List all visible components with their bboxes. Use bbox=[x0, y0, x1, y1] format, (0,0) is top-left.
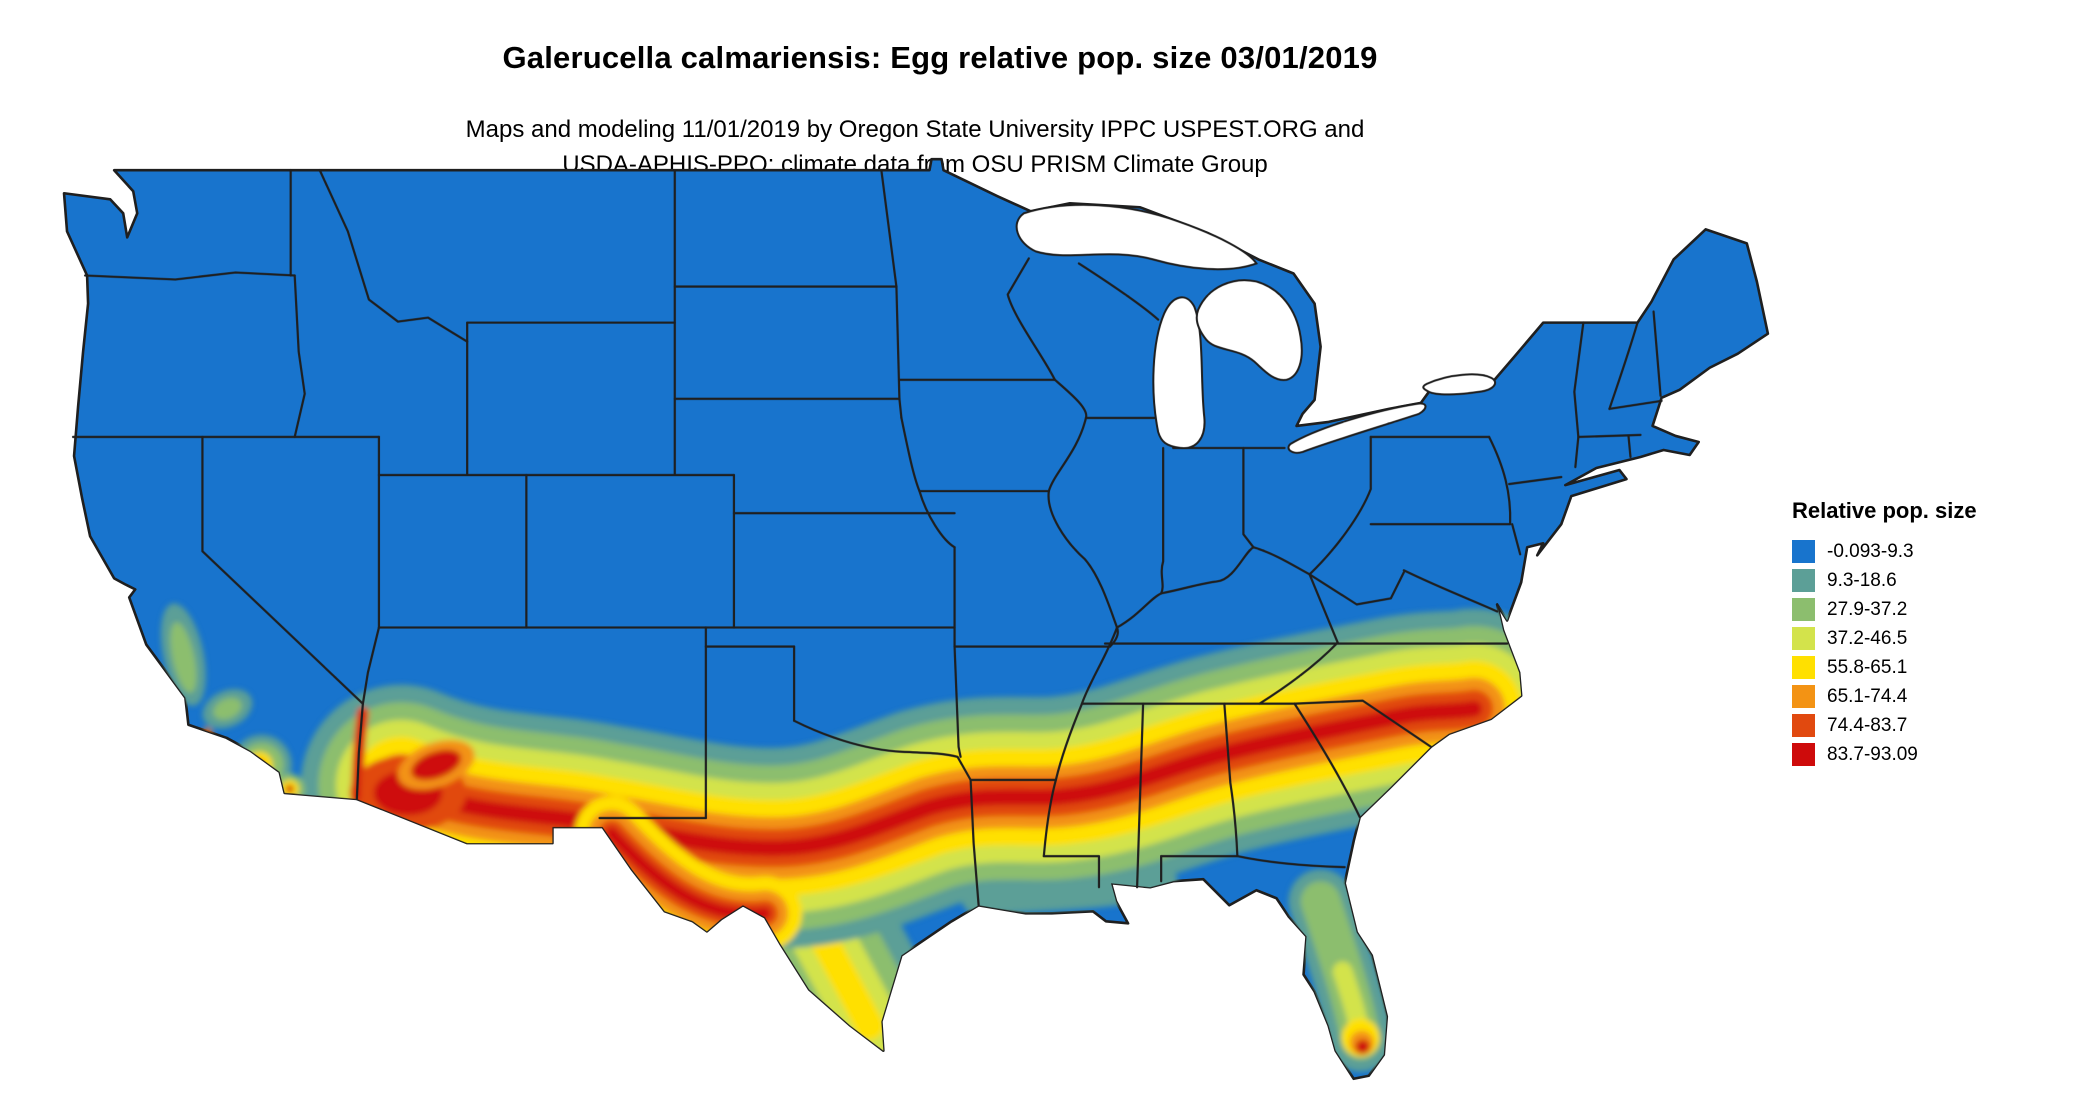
legend-item: 74.4-83.7 bbox=[1792, 714, 2092, 737]
subtitle-line-1: Maps and modeling 11/01/2019 by Oregon S… bbox=[465, 116, 1365, 143]
legend-item: 55.8-65.1 bbox=[1792, 656, 2092, 679]
legend-swatch bbox=[1792, 656, 1815, 679]
legend-item: 65.1-74.4 bbox=[1792, 685, 2092, 708]
legend-item-label: 9.3-18.6 bbox=[1827, 569, 1897, 591]
legend-item-label: 83.7-93.09 bbox=[1827, 743, 1918, 765]
legend-items: -0.093-9.3 9.3-18.6 27.9-37.2 37.2-46.5 55.8… bbox=[1792, 540, 2092, 766]
legend-swatch bbox=[1792, 685, 1815, 708]
legend-swatch bbox=[1792, 569, 1815, 592]
legend-item: -0.093-9.3 bbox=[1792, 540, 2092, 563]
legend-swatch bbox=[1792, 743, 1815, 766]
us-outline bbox=[62, 157, 1770, 1081]
legend-item-label: -0.093-9.3 bbox=[1827, 540, 1914, 562]
lake-michigan bbox=[1152, 296, 1206, 450]
legend: Relative pop. size -0.093-9.3 9.3-18.6 27.… bbox=[1792, 498, 2092, 772]
legend-title: Relative pop. size bbox=[1792, 498, 1977, 523]
lake-superior bbox=[1015, 203, 1258, 271]
legend-swatch bbox=[1792, 598, 1815, 621]
us-map bbox=[62, 157, 1770, 1081]
legend-swatch bbox=[1792, 540, 1815, 563]
legend-item: 83.7-93.09 bbox=[1792, 743, 2092, 766]
lake-ontario bbox=[1422, 373, 1497, 396]
legend-item: 27.9-37.2 bbox=[1792, 598, 2092, 621]
lake-huron bbox=[1195, 279, 1303, 381]
legend-swatch bbox=[1792, 714, 1815, 737]
legend-item: 9.3-18.6 bbox=[1792, 569, 2092, 592]
page-title: Galerucella calmariensis: Egg relative p… bbox=[502, 40, 1378, 75]
lake-erie bbox=[1287, 402, 1427, 454]
great-lakes bbox=[1015, 203, 1497, 454]
legend-item-label: 27.9-37.2 bbox=[1827, 598, 1908, 620]
legend-item-label: 37.2-46.5 bbox=[1827, 627, 1908, 649]
state-borders bbox=[71, 169, 1663, 907]
legend-swatch bbox=[1792, 627, 1815, 650]
legend-item-label: 65.1-74.4 bbox=[1827, 685, 1908, 707]
legend-item: 37.2-46.5 bbox=[1792, 627, 2092, 650]
population-raster bbox=[160, 603, 1575, 1079]
legend-item-label: 55.8-65.1 bbox=[1827, 656, 1908, 678]
legend-item-label: 74.4-83.7 bbox=[1827, 714, 1908, 736]
us-map-container bbox=[55, 150, 1810, 1110]
page-subtitle: Maps and modeling 11/01/2019 by Oregon S… bbox=[0, 112, 1830, 182]
